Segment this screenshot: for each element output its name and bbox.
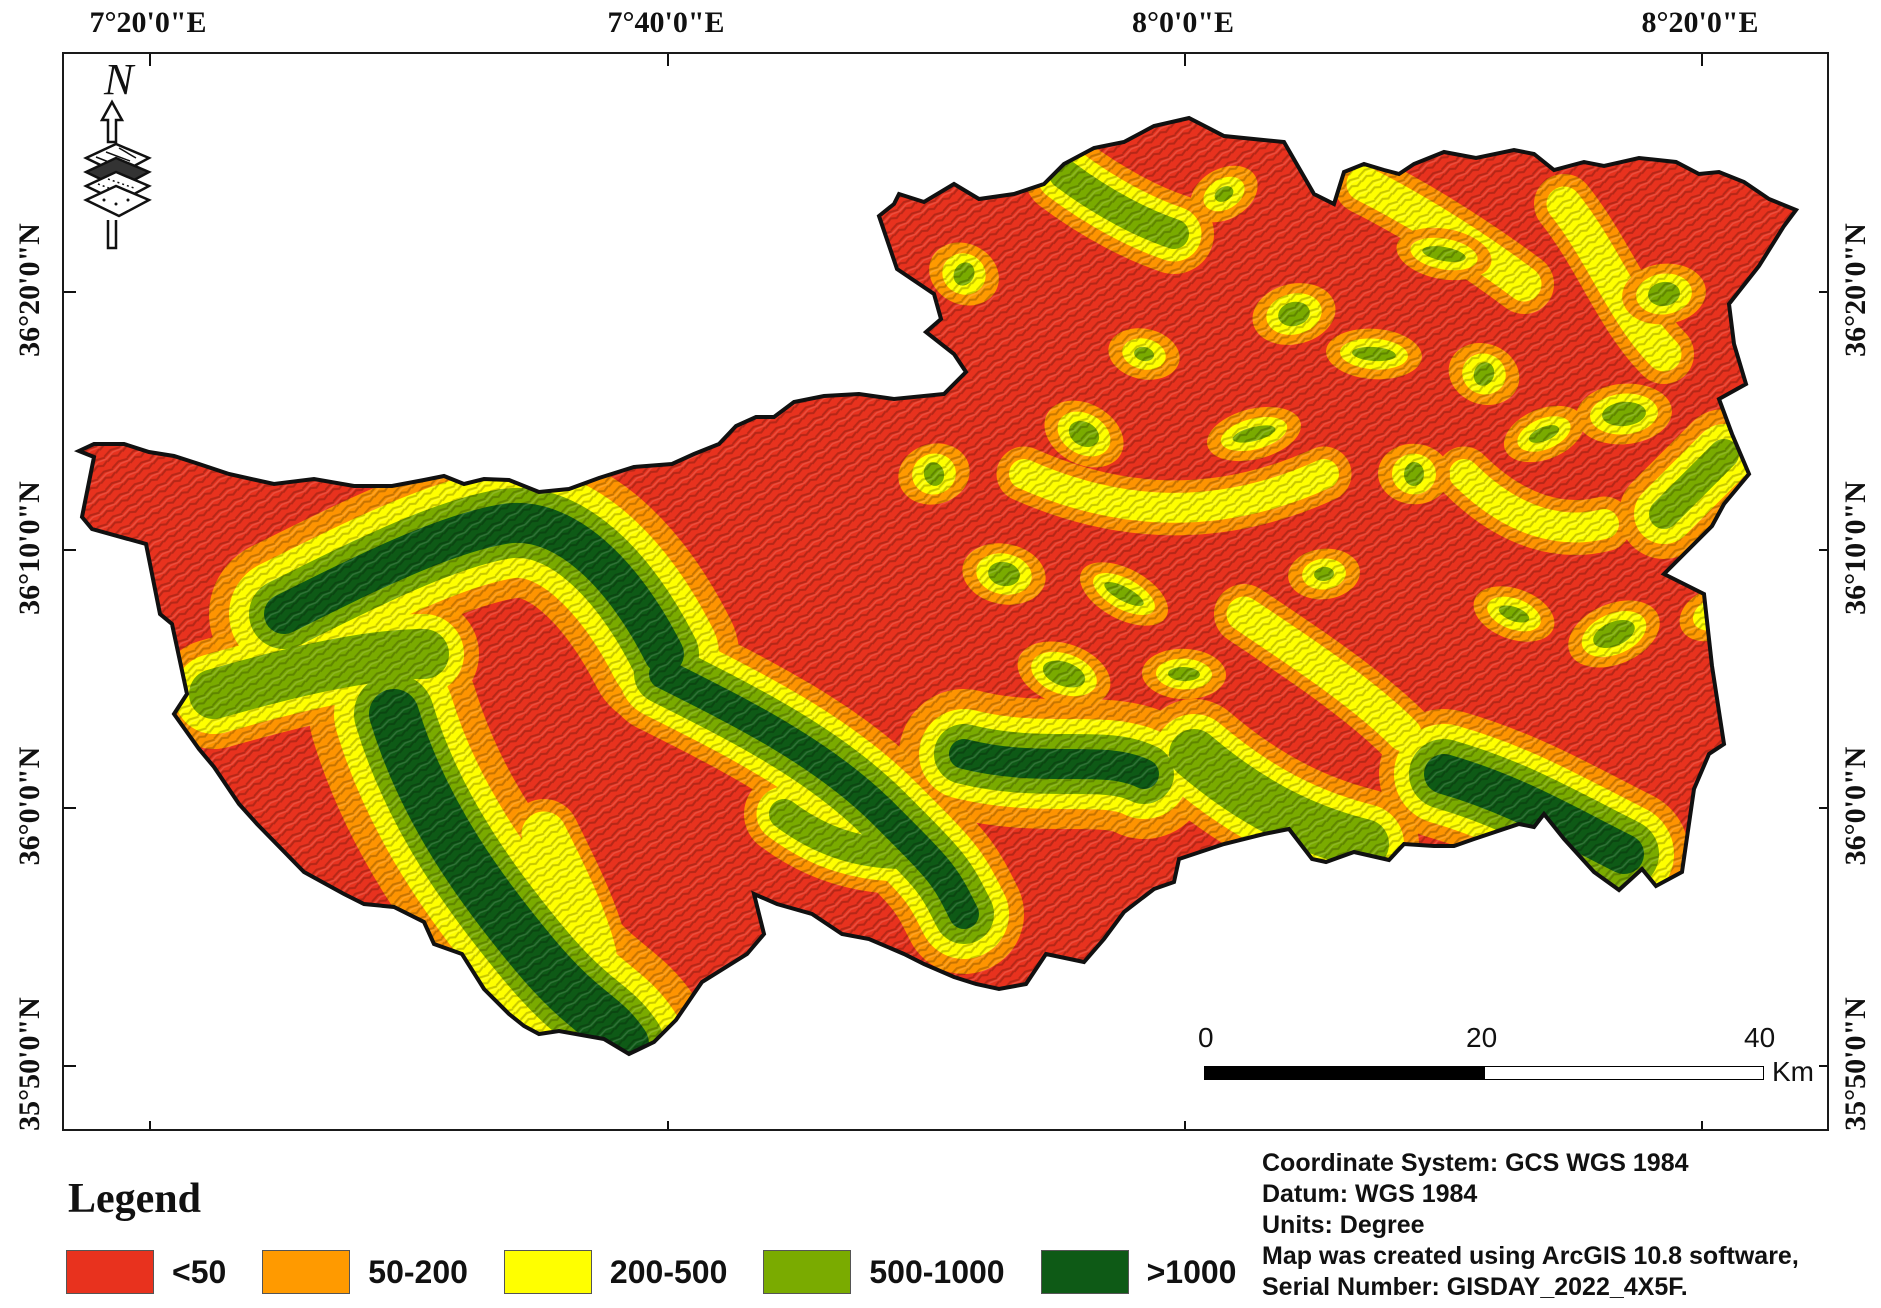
- legend-label-lt50: <50: [172, 1253, 227, 1290]
- suitability-zones: [79, 118, 1796, 1054]
- legend-item-gt1000: >1000: [1040, 1250, 1251, 1294]
- map-metadata: Coordinate System: GCS WGS 1984 Datum: W…: [1262, 1148, 1799, 1303]
- legend-swatch-500-1000: [763, 1250, 852, 1294]
- datum-text: Datum: WGS 1984: [1262, 1180, 1478, 1208]
- scale-bar: 0 20 40 Km: [1198, 1022, 1814, 1102]
- latitude-label-left-36-20: 36°20'0"N: [13, 223, 46, 357]
- legend-item-200-500: 200-500: [503, 1250, 741, 1294]
- latitude-label-right-35-50: 35°50'0"N: [1839, 997, 1872, 1131]
- legend-label-50-200: 50-200: [368, 1253, 468, 1290]
- scale-label-20: 20: [1466, 1022, 1498, 1053]
- latitude-label-right-36-00: 36°0'0"N: [1839, 746, 1872, 866]
- north-letter: N: [103, 60, 136, 104]
- software-text: Map was created using ArcGIS 10.8 softwa…: [1262, 1242, 1799, 1270]
- longitude-label-7-20: 7°20'0"E: [89, 6, 207, 39]
- legend-item-500-1000: 500-1000: [763, 1250, 1018, 1294]
- north-arrow: N: [74, 55, 164, 265]
- legend: <50 50-200 200-500 500-1000 >1000: [66, 1248, 1272, 1296]
- latitude-label-left-35-50: 35°50'0"N: [13, 997, 46, 1131]
- legend-item-50-200: 50-200: [262, 1250, 482, 1294]
- legend-swatch-200-500: [503, 1250, 592, 1294]
- map-canvas[interactable]: [64, 54, 1829, 1131]
- scale-label-40: 40: [1744, 1022, 1776, 1053]
- north-arrow-icon: N: [83, 55, 152, 250]
- latitude-label-left-36-10: 36°10'0"N: [13, 481, 46, 615]
- map-frame[interactable]: N 0 20 40 Km: [62, 52, 1829, 1131]
- legend-swatch-50-200: [262, 1250, 351, 1294]
- coordinate-system-text: Coordinate System: GCS WGS 1984: [1262, 1149, 1689, 1177]
- legend-swatch-gt1000: [1040, 1250, 1129, 1294]
- scale-unit: Km: [1772, 1056, 1814, 1087]
- graticule-ticks: [64, 54, 1827, 1129]
- longitude-label-8-20: 8°20'0"E: [1641, 6, 1759, 39]
- latitude-label-right-36-20: 36°20'0"N: [1839, 223, 1872, 357]
- legend-swatch-lt50: [66, 1250, 154, 1294]
- legend-item-lt50: <50: [66, 1250, 240, 1294]
- legend-label-500-1000: 500-1000: [869, 1253, 1005, 1290]
- scale-bar-white-segment: [1484, 1066, 1764, 1080]
- legend-label-200-500: 200-500: [609, 1253, 728, 1290]
- units-text: Units: Degree: [1262, 1211, 1425, 1239]
- longitude-label-7-40: 7°40'0"E: [607, 6, 725, 39]
- longitude-label-8-00: 8°0'0"E: [1132, 6, 1234, 39]
- scale-bar-black-segment: [1204, 1066, 1484, 1080]
- scale-label-0: 0: [1198, 1022, 1214, 1053]
- legend-title: Legend: [68, 1176, 202, 1222]
- latitude-label-right-36-10: 36°10'0"N: [1839, 481, 1872, 615]
- serial-number-text: Serial Number: GISDAY_2022_4X5F.: [1262, 1273, 1688, 1301]
- legend-label-gt1000: >1000: [1146, 1253, 1237, 1290]
- latitude-label-left-36-00: 36°0'0"N: [13, 746, 46, 866]
